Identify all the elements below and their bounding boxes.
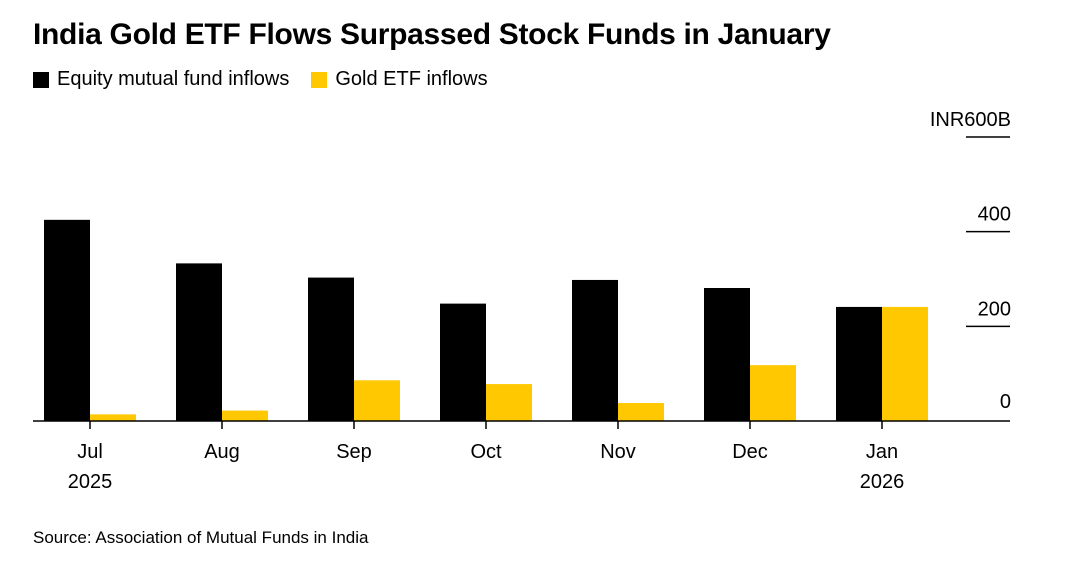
bar-gold [882, 306, 928, 421]
legend: Equity mutual fund inflows Gold ETF infl… [33, 68, 510, 91]
legend-label-equity: Equity mutual fund inflows [57, 68, 290, 90]
legend-swatch-gold [311, 71, 328, 88]
bar-equity [44, 219, 90, 421]
y-tick-label: 400 [978, 204, 1011, 226]
bar-equity [176, 263, 222, 421]
bar-gold [354, 380, 400, 421]
x-tick-sublabel: 2026 [860, 471, 905, 493]
x-tick-label: Sep [336, 441, 372, 463]
x-tick-label: Jul [77, 441, 103, 463]
y-tick-label: INR600B [930, 109, 1011, 131]
source-note: Source: Association of Mutual Funds in I… [33, 528, 369, 547]
y-tick-label: 0 [1000, 391, 1011, 413]
x-tick-label: Aug [204, 441, 240, 463]
chart-title: India Gold ETF Flows Surpassed Stock Fun… [33, 18, 831, 51]
bar-equity [440, 303, 486, 421]
bar-equity [836, 306, 882, 421]
bar-equity [704, 287, 750, 421]
y-tick-label: 200 [978, 298, 1011, 320]
bar-gold [90, 414, 136, 421]
x-tick-sublabel: 2025 [68, 471, 113, 493]
x-tick-label: Jan [866, 441, 898, 463]
legend-label-gold: Gold ETF inflows [335, 68, 488, 90]
bar-equity [572, 279, 618, 421]
x-tick-label: Nov [600, 441, 636, 463]
bar-gold [618, 403, 664, 421]
bar-gold [486, 384, 532, 421]
bar-equity [308, 277, 354, 421]
bar-gold [750, 365, 796, 421]
legend-item-equity: Equity mutual fund inflows [33, 68, 289, 91]
legend-swatch-equity [33, 71, 49, 88]
bar-gold [222, 410, 268, 421]
legend-item-gold: Gold ETF inflows [311, 68, 488, 91]
x-tick-label: Dec [732, 441, 768, 463]
x-tick-label: Oct [470, 441, 502, 463]
